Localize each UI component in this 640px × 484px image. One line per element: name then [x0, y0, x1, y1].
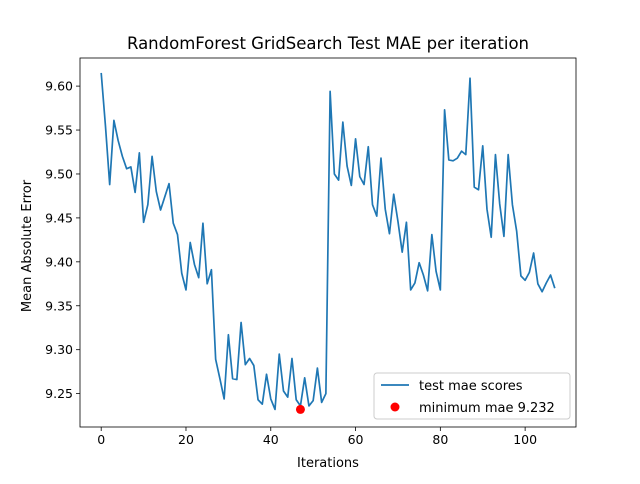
- y-tick-label: 9.35: [45, 298, 73, 313]
- chart-title: RandomForest GridSearch Test MAE per ite…: [127, 34, 529, 53]
- minimum-point: [295, 404, 305, 414]
- legend-label-minimum: minimum mae 9.232: [419, 401, 555, 416]
- axes-frame: [79, 57, 577, 428]
- y-tick-label: 9.55: [45, 123, 73, 138]
- x-tick-label: 100: [513, 432, 537, 447]
- x-tick-label: 0: [97, 432, 105, 447]
- series-line-test-mae: [100, 72, 556, 411]
- legend-frame: [373, 372, 571, 420]
- legend-label-test-mae: test mae scores: [419, 379, 523, 394]
- x-tick-label: 80: [432, 432, 448, 447]
- legend-marker-swatch: [390, 402, 400, 412]
- x-tick-label: 60: [348, 432, 364, 447]
- y-tick-label: 9.50: [45, 166, 73, 181]
- y-tick-label: 9.60: [45, 79, 73, 94]
- y-tick-label: 9.30: [45, 342, 73, 357]
- plot-area: 0 20 40 60 80 100 9.25 9.30 9.35 9.40 9.45 9.50 9.55…: [45, 57, 577, 447]
- y-tick-label: 9.45: [45, 210, 73, 225]
- x-tick-label: 20: [178, 432, 194, 447]
- x-axis-label: Iterations: [297, 456, 359, 471]
- y-tick-label: 9.40: [45, 254, 73, 269]
- legend: test mae scores minimum mae 9.232: [373, 372, 571, 420]
- x-tick-label: 40: [263, 432, 279, 447]
- y-axis-label: Mean Absolute Error: [20, 179, 35, 312]
- y-tick-label: 9.25: [45, 386, 73, 401]
